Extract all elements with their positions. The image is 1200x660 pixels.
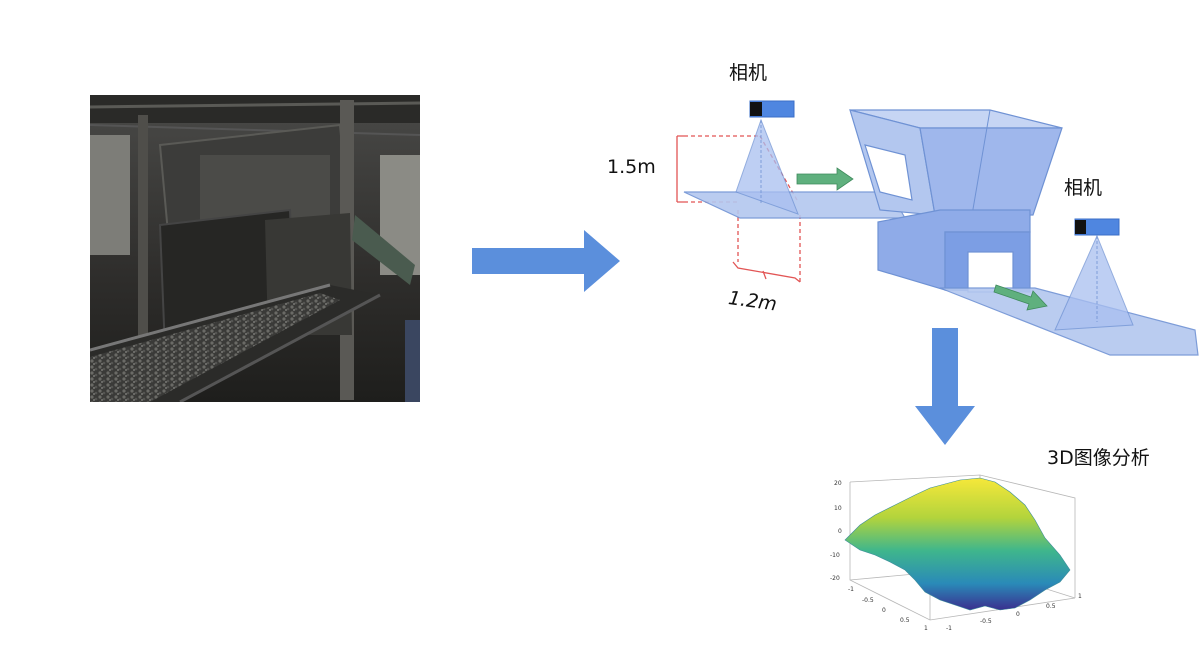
camera-top-frustum bbox=[735, 118, 799, 215]
x-tick: -1 bbox=[848, 586, 854, 593]
y-tick: 0 bbox=[1016, 611, 1020, 618]
y-tick: 1 bbox=[1078, 593, 1082, 600]
camera-right-label: 相机 bbox=[1064, 177, 1103, 199]
conveyor-photo bbox=[90, 95, 420, 402]
x-tick: 0.5 bbox=[900, 617, 910, 624]
right-arrow-icon bbox=[472, 230, 620, 292]
flow-arrow-2 bbox=[993, 284, 1048, 311]
flow-arrow-1 bbox=[796, 167, 854, 191]
z-tick: -20 bbox=[830, 575, 840, 582]
y-tick: -0.5 bbox=[980, 618, 992, 625]
x-tick: 1 bbox=[924, 625, 928, 632]
y-tick: 0.5 bbox=[1046, 603, 1056, 610]
camera-right-frustum bbox=[1054, 234, 1134, 331]
height-dimension-label: 1.5m bbox=[607, 156, 656, 178]
down-arrow-icon bbox=[915, 328, 975, 445]
camera-icon bbox=[1074, 218, 1120, 236]
z-tick: 0 bbox=[838, 528, 842, 535]
terrain-surface bbox=[844, 477, 1071, 611]
x-tick: -0.5 bbox=[862, 597, 874, 604]
z-tick: 10 bbox=[834, 505, 842, 512]
camera-top-label: 相机 bbox=[729, 62, 768, 84]
surface-plot: 20 10 0 -10 -20 -1 -0.5 0 0.5 1 1 0.5 0 … bbox=[830, 474, 1082, 632]
conveyor-schematic bbox=[676, 100, 1199, 356]
hopper bbox=[849, 109, 1063, 293]
z-tick: -10 bbox=[830, 552, 840, 559]
x-tick: 0 bbox=[882, 607, 886, 614]
z-tick: 20 bbox=[834, 480, 842, 487]
camera-icon bbox=[749, 100, 795, 118]
analysis-label: 3D图像分析 bbox=[1047, 447, 1150, 469]
y-tick: -1 bbox=[946, 625, 952, 632]
